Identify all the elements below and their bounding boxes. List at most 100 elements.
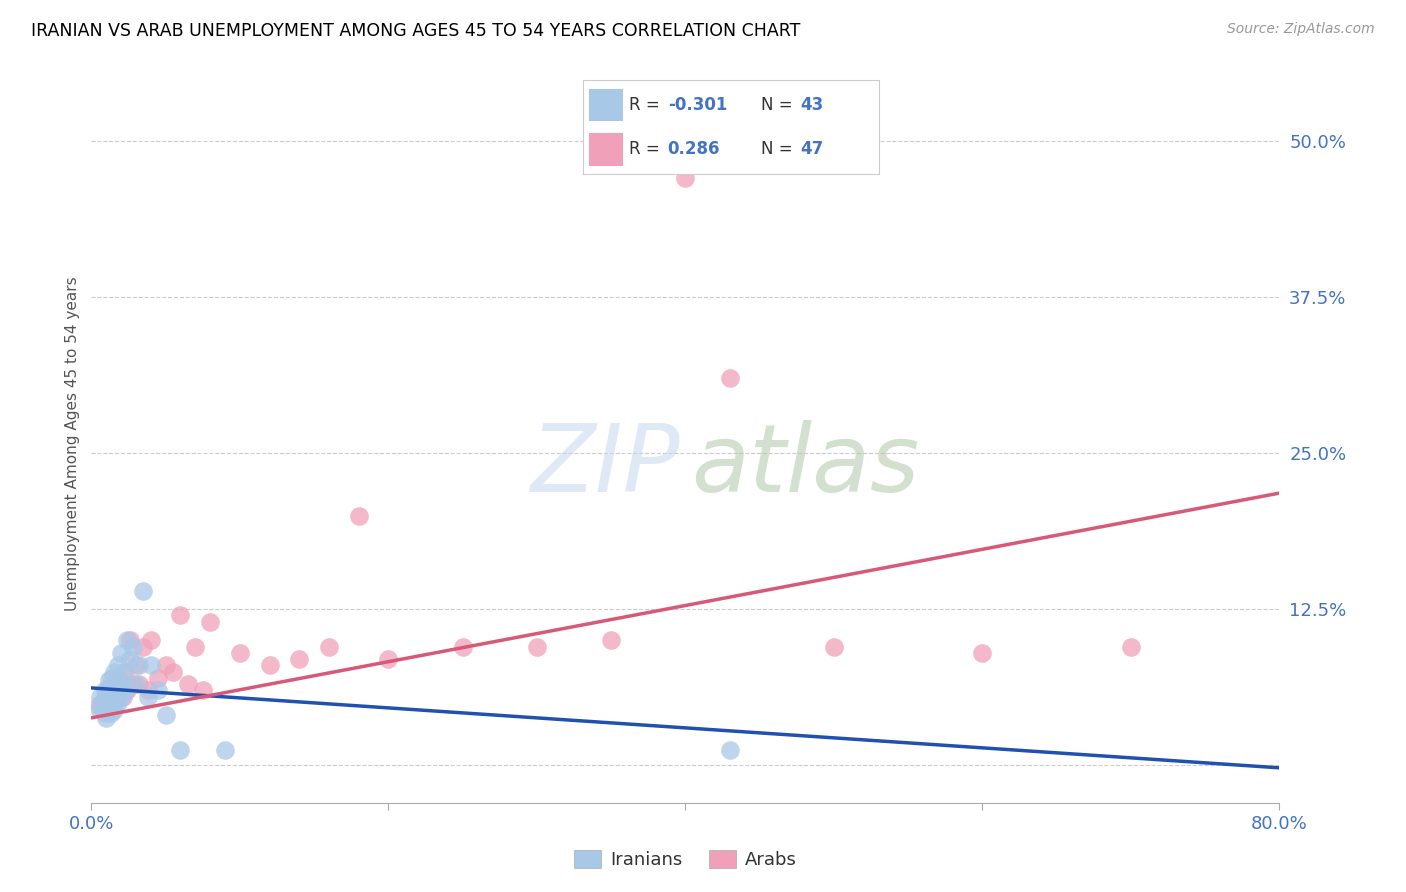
Point (90, 696, 112, 710)
Text: IRANIAN VS ARAB UNEMPLOYMENT AMONG AGES 45 TO 54 YEARS CORRELATION CHART: IRANIAN VS ARAB UNEMPLOYMENT AMONG AGES … (31, 22, 800, 40)
Point (169, 608, 191, 623)
Point (214, 743, 236, 757)
Point (94, 706, 117, 720)
Point (288, 652, 311, 666)
Point (122, 677, 145, 691)
Y-axis label: Unemployment Among Ages 45 to 54 years: Unemployment Among Ages 45 to 54 years (65, 277, 80, 611)
Point (89, 690, 111, 704)
Point (101, 698, 124, 713)
Point (103, 665, 125, 679)
Point (101, 671, 124, 685)
Point (96, 711, 118, 725)
Point (136, 683, 159, 698)
Point (97, 681, 120, 695)
Point (104, 696, 127, 710)
Point (108, 683, 131, 698)
Point (98, 673, 121, 688)
Point (110, 646, 132, 660)
Text: ZIP: ZIP (530, 420, 679, 511)
Point (184, 640, 207, 654)
Point (91, 696, 114, 710)
Point (318, 640, 340, 654)
Point (132, 640, 155, 654)
Point (94, 690, 117, 704)
Point (125, 677, 148, 691)
Text: -0.301: -0.301 (668, 96, 727, 114)
Point (112, 665, 135, 679)
Point (97, 686, 120, 700)
Point (177, 677, 200, 691)
Point (105, 677, 128, 691)
Point (128, 658, 150, 673)
Point (98, 696, 121, 710)
Point (107, 690, 129, 704)
Point (97, 703, 120, 717)
Point (100, 690, 122, 704)
Point (110, 677, 132, 691)
Point (91, 702, 114, 716)
Point (139, 633, 162, 648)
Point (108, 683, 131, 698)
Point (103, 690, 125, 704)
Point (101, 683, 124, 698)
Point (347, 508, 370, 523)
Point (111, 690, 134, 704)
Point (96, 696, 118, 710)
Point (148, 683, 170, 698)
Point (107, 671, 129, 685)
Point (972, 646, 994, 660)
Point (111, 677, 134, 691)
Point (103, 686, 125, 700)
Point (87, 698, 110, 713)
Text: Source: ZipAtlas.com: Source: ZipAtlas.com (1227, 22, 1375, 37)
Point (114, 683, 136, 698)
Text: 47: 47 (800, 140, 824, 158)
Point (155, 658, 177, 673)
Point (118, 633, 141, 648)
Text: R =: R = (630, 96, 665, 114)
Legend: Iranians, Arabs: Iranians, Arabs (567, 843, 804, 876)
Point (128, 677, 150, 691)
Point (169, 743, 191, 757)
Point (259, 658, 281, 673)
Point (1119, 640, 1142, 654)
Point (98, 702, 121, 716)
Point (200, 615, 222, 629)
Point (105, 693, 128, 707)
Point (823, 640, 845, 654)
Point (87, 702, 110, 716)
Point (103, 703, 125, 717)
Point (139, 658, 162, 673)
Point (377, 652, 399, 666)
Text: N =: N = (761, 96, 797, 114)
Point (105, 698, 128, 713)
Point (718, 743, 741, 757)
Point (118, 652, 141, 666)
Text: N =: N = (761, 140, 797, 158)
Point (162, 665, 184, 679)
Point (155, 708, 177, 723)
Point (100, 706, 122, 720)
Point (94, 683, 117, 698)
Point (112, 665, 135, 679)
Point (90, 698, 112, 713)
Point (100, 683, 122, 698)
Point (600, 633, 623, 648)
Point (451, 640, 474, 654)
Text: R =: R = (630, 140, 665, 158)
Point (107, 658, 129, 673)
Point (229, 646, 252, 660)
Text: atlas: atlas (692, 420, 920, 511)
Point (96, 690, 118, 704)
FancyBboxPatch shape (589, 88, 623, 121)
Point (115, 633, 138, 648)
Point (115, 683, 138, 698)
Point (136, 690, 159, 704)
Text: 43: 43 (800, 96, 824, 114)
Point (125, 658, 148, 673)
Point (104, 677, 127, 691)
Text: 0.286: 0.286 (668, 140, 720, 158)
Point (673, 171, 696, 186)
Point (122, 640, 145, 654)
Point (718, 371, 741, 385)
